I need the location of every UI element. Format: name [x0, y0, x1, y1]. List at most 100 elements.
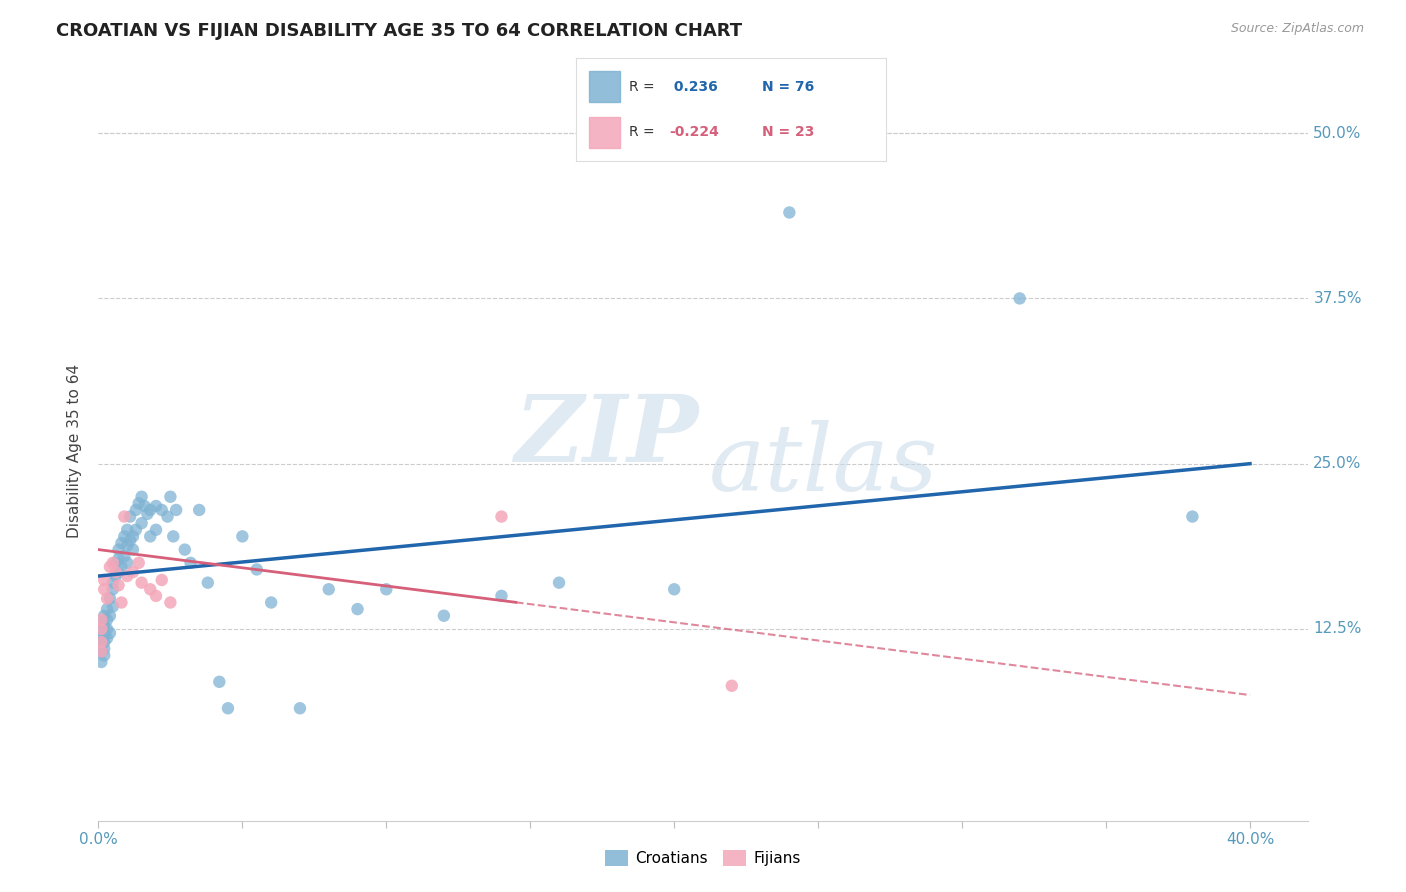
Point [93, 608, 115, 623]
Point [98, 626, 121, 640]
Point [96, 591, 118, 606]
Point [122, 542, 145, 557]
Point [433, 608, 456, 623]
Point [90, 631, 112, 645]
Point [197, 575, 219, 590]
Point [96, 613, 118, 627]
Text: Source: ZipAtlas.com: Source: ZipAtlas.com [1230, 22, 1364, 36]
Point [101, 556, 124, 570]
Point [93, 618, 115, 632]
Point [136, 507, 159, 521]
Point [90, 635, 112, 649]
Point [93, 582, 115, 597]
Text: 25.0%: 25.0% [1313, 456, 1362, 471]
Point [93, 641, 115, 656]
Point [139, 529, 162, 543]
Text: N = 23: N = 23 [762, 125, 814, 139]
Legend: Croatians, Fijians: Croatians, Fijians [599, 844, 807, 872]
Point [145, 589, 167, 603]
Bar [589, 118, 620, 148]
Point [375, 582, 398, 597]
Point [159, 595, 181, 609]
Point [122, 529, 145, 543]
Text: R =: R = [628, 125, 659, 139]
Point [112, 549, 135, 564]
Point [139, 582, 162, 597]
Point [101, 599, 124, 614]
Point [145, 523, 167, 537]
Point [112, 529, 135, 543]
Text: CROATIAN VS FIJIAN DISABILITY AGE 35 TO 64 CORRELATION CHART: CROATIAN VS FIJIAN DISABILITY AGE 35 TO … [56, 22, 742, 40]
Point [778, 205, 800, 219]
Point [96, 622, 118, 636]
Point [98, 559, 121, 574]
Point [288, 701, 311, 715]
Point [115, 556, 138, 570]
Point [145, 499, 167, 513]
Point [110, 595, 132, 609]
Point [217, 701, 239, 715]
Point [110, 536, 132, 550]
Point [90, 613, 112, 627]
Point [112, 509, 135, 524]
Point [491, 589, 513, 603]
Point [93, 629, 115, 643]
Point [131, 516, 153, 531]
Point [150, 573, 173, 587]
Point [115, 523, 138, 537]
Point [96, 602, 118, 616]
Point [93, 573, 115, 587]
Point [104, 565, 127, 579]
Point [90, 615, 112, 630]
Point [128, 496, 150, 510]
Point [131, 575, 153, 590]
Text: 37.5%: 37.5% [1313, 291, 1362, 306]
Point [107, 542, 129, 557]
Text: atlas: atlas [709, 420, 939, 510]
Text: -0.224: -0.224 [669, 125, 718, 139]
Point [93, 626, 115, 640]
Point [188, 503, 211, 517]
Point [90, 639, 112, 653]
Point [159, 490, 181, 504]
Point [150, 503, 173, 517]
Point [110, 559, 132, 574]
Point [173, 542, 195, 557]
Point [491, 509, 513, 524]
Point [1008, 292, 1031, 306]
Point [128, 556, 150, 570]
Point [104, 569, 127, 583]
Point [101, 582, 124, 597]
Point [180, 556, 202, 570]
Text: N = 76: N = 76 [762, 79, 814, 94]
Point [720, 679, 742, 693]
Point [134, 499, 156, 513]
Point [548, 575, 571, 590]
Point [93, 635, 115, 649]
Text: 50.0%: 50.0% [1313, 126, 1362, 141]
Point [208, 674, 231, 689]
Point [165, 503, 187, 517]
Text: 0.236: 0.236 [669, 79, 718, 94]
Point [260, 595, 283, 609]
Point [664, 582, 686, 597]
Y-axis label: Disability Age 35 to 64: Disability Age 35 to 64 [67, 363, 83, 538]
Text: R =: R = [628, 79, 659, 94]
Point [98, 608, 121, 623]
Point [231, 529, 253, 543]
Point [90, 644, 112, 658]
Point [125, 503, 148, 517]
Point [1181, 509, 1204, 524]
Point [107, 552, 129, 566]
Point [120, 533, 142, 548]
Point [90, 655, 112, 669]
Point [98, 591, 121, 606]
Point [131, 490, 153, 504]
Text: 12.5%: 12.5% [1313, 622, 1362, 636]
Point [107, 565, 129, 579]
Bar [589, 71, 620, 102]
Text: ZIP: ZIP [515, 391, 699, 481]
Point [115, 569, 138, 583]
Point [122, 565, 145, 579]
Point [107, 578, 129, 592]
